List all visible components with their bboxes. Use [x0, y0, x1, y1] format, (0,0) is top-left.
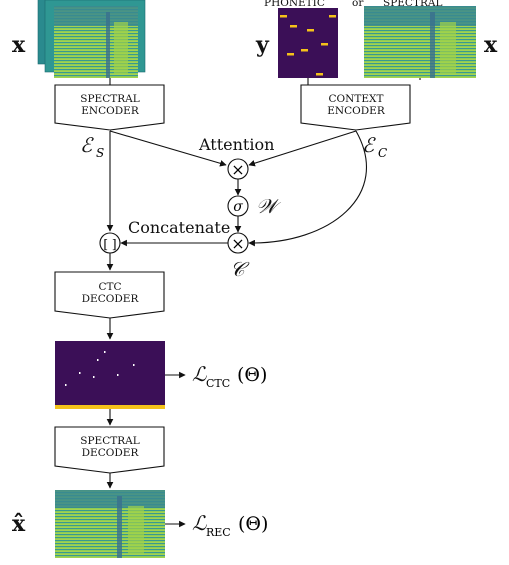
spectrogram-top-band	[54, 6, 138, 26]
ec-to-attention-arrow	[248, 130, 357, 167]
w-symbol: 𝒲	[256, 194, 282, 218]
ec-symbol: ℰ C	[362, 133, 387, 160]
es-to-attention-arrow	[109, 130, 227, 167]
phonetic-matrix	[278, 8, 338, 78]
output-xhat-label: x̂	[12, 511, 26, 537]
svg-text:σ: σ	[233, 199, 243, 215]
context-encoder-line2: ENCODER	[327, 105, 386, 117]
header-spectral: SPECTRAL	[383, 0, 442, 9]
reconstructed-spectrogram	[55, 490, 165, 558]
spectrogram-burst	[440, 22, 456, 74]
blank-token-row	[55, 405, 165, 409]
svg-text:S: S	[96, 146, 104, 160]
spectral-decoder-line1: SPECTRAL	[80, 435, 139, 447]
svg-text:ℒ: ℒ	[192, 511, 207, 535]
svg-text:C: C	[378, 146, 387, 160]
phone-tick	[280, 15, 287, 18]
svg-text:ℰ: ℰ	[80, 133, 94, 157]
ec-to-context-curve	[248, 130, 367, 247]
svg-text:REC: REC	[206, 526, 231, 539]
spectral-encoder-block: SPECTRAL ENCODER	[54, 84, 165, 131]
phone-tick	[290, 25, 297, 28]
ctc-decoder-shape	[54, 271, 165, 319]
svg-text:×: ×	[231, 160, 244, 179]
spectral-decoder-block: SPECTRAL DECODER	[54, 426, 165, 474]
ctc-matrix-bg	[55, 341, 165, 409]
rec-loss-label: ℒ REC (Θ)	[192, 511, 268, 539]
c-symbol: 𝒞	[230, 257, 250, 281]
ctc-spike	[104, 351, 106, 353]
ctc-spike	[117, 374, 119, 376]
header-or: or	[352, 0, 364, 9]
concatenate-label: Concatenate	[128, 218, 230, 237]
ctc-decoder-block: CTC DECODER	[54, 271, 165, 319]
input-x-label: x	[12, 32, 26, 58]
spectrogram-gap	[117, 496, 122, 558]
phone-tick	[321, 43, 328, 46]
spectrogram-top-band	[55, 490, 165, 508]
sigma-node: σ	[227, 195, 249, 217]
svg-text:[ ]: [ ]	[103, 237, 116, 251]
phone-tick	[329, 15, 336, 18]
phone-tick	[307, 29, 314, 32]
svg-text:(Θ): (Θ)	[238, 513, 268, 535]
context-encoder-line1: CONTEXT	[329, 93, 384, 105]
concat-node: [ ]	[99, 232, 121, 254]
input-spectrogram-stack	[37, 0, 146, 78]
spectral-encoder-shape	[54, 84, 165, 131]
svg-text:CTC: CTC	[206, 377, 230, 390]
ctc-spike	[133, 364, 135, 366]
attention-label: Attention	[198, 135, 274, 154]
es-symbol: ℰ S	[80, 133, 104, 160]
ctc-loss-label: ℒ CTC (Θ)	[192, 362, 267, 390]
spectral-encoder-line2: ENCODER	[81, 105, 140, 117]
svg-text:(Θ): (Θ)	[237, 364, 267, 386]
ctc-spike	[79, 372, 81, 374]
spectrogram-gap	[106, 12, 110, 78]
phone-tick	[316, 73, 323, 76]
attention-multiply-node: ×	[227, 158, 249, 180]
spectrogram-top-band	[364, 6, 476, 26]
spectral-decoder-shape	[54, 426, 165, 474]
top-header: PHONETIC or SPECTRAL	[264, 0, 442, 9]
svg-text:×: ×	[231, 234, 244, 253]
ctc-output-matrix	[55, 341, 165, 409]
phone-tick	[301, 49, 308, 52]
ctc-spike	[93, 376, 95, 378]
spectrogram-gap	[430, 12, 435, 78]
input-spectrogram	[54, 6, 138, 78]
ctc-spike	[65, 384, 67, 386]
ctc-spike	[97, 359, 99, 361]
context-encoder-block: CONTEXT ENCODER	[300, 84, 411, 131]
spectral-decoder-line2: DECODER	[82, 447, 140, 459]
svg-text:ℰ: ℰ	[362, 133, 376, 157]
header-phonetic: PHONETIC	[264, 0, 325, 9]
spectrogram-burst	[128, 506, 144, 554]
ctc-decoder-line1: CTC	[98, 281, 121, 293]
context-encoder-shape	[300, 84, 411, 131]
ctc-decoder-line2: DECODER	[82, 293, 140, 305]
spectrogram-burst	[114, 22, 128, 74]
context-multiply-node: ×	[227, 232, 249, 254]
phone-tick	[287, 53, 294, 56]
input-y-label: y	[255, 32, 270, 58]
context-spectrogram	[364, 6, 476, 78]
spectral-encoder-line1: SPECTRAL	[80, 93, 139, 105]
svg-text:ℒ: ℒ	[192, 362, 207, 386]
context-x-label: x	[484, 32, 498, 58]
phonetic-matrix-bg	[278, 8, 338, 78]
